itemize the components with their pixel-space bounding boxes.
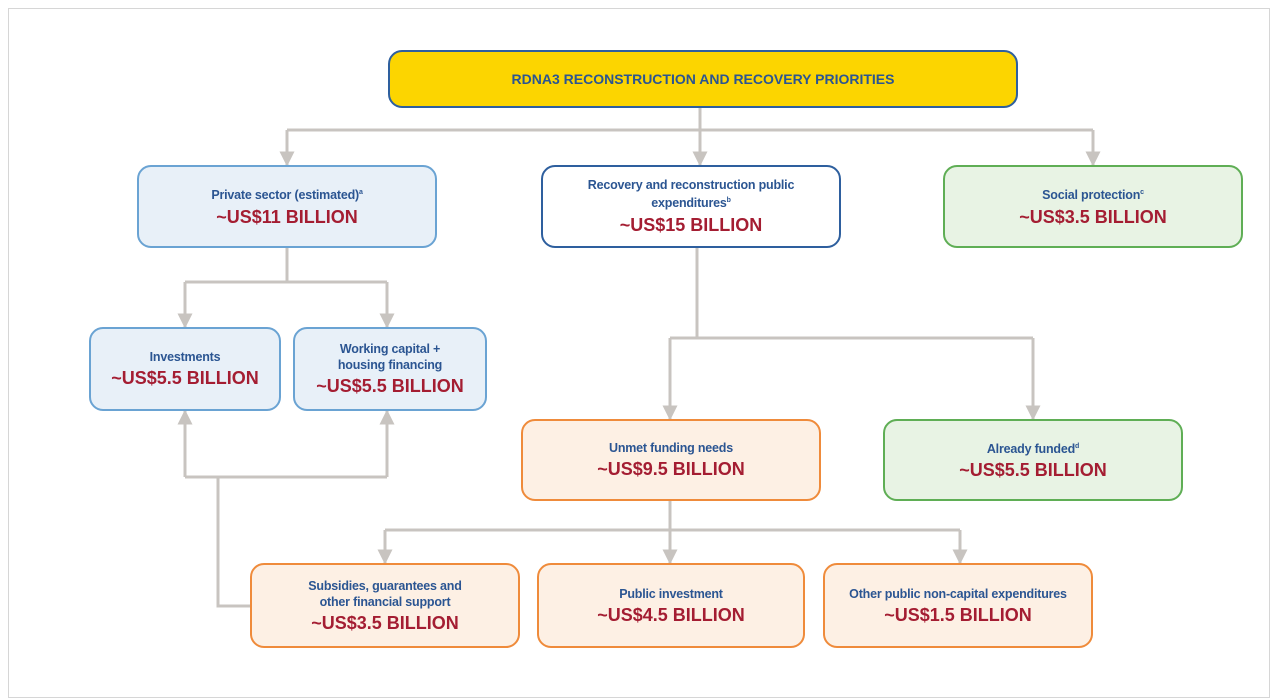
- node-value: ~US$5.5 BILLION: [316, 376, 464, 396]
- node-box: Social protectionc ~US$3.5 BILLION: [943, 165, 1243, 248]
- label-text: Working capital +: [339, 342, 441, 356]
- label-text: Private sector (estimated): [211, 188, 359, 203]
- node-box: Other public non-capital expenditures ~US…: [823, 563, 1093, 648]
- node-value: ~US$4.5 BILLION: [597, 604, 745, 625]
- label-text: housing financing: [337, 358, 443, 372]
- node-label: Investments: [150, 349, 221, 365]
- label-text: other financial support: [319, 594, 451, 609]
- node-box: Recovery and reconstruction public expend…: [541, 165, 841, 248]
- node-value: ~US$1.5 BILLION: [884, 604, 1032, 625]
- title: RDNA3 RECONSTRUCTION AND RECOVERY PRIORI…: [511, 71, 895, 87]
- node-box: Already fundedd ~US$5.5 BILLION: [883, 419, 1183, 501]
- label-text: Unmet funding needs: [609, 441, 733, 455]
- node-label: Public investment: [619, 586, 723, 602]
- node-value: ~US$15 BILLION: [619, 214, 763, 235]
- node-value: ~US$5.5 BILLION: [959, 460, 1107, 481]
- node-box: Subsidies, guarantees and other financial…: [250, 563, 520, 648]
- node-label: Unmet funding needs: [609, 440, 733, 456]
- page: RDNA3 RECONSTRUCTION AND RECOVERY PRIORI…: [8, 8, 1270, 698]
- node-box: Public investment ~US$4.5 BILLION: [537, 563, 805, 648]
- node-label: expendituresb: [651, 193, 731, 211]
- footnote-mark: d: [1075, 442, 1080, 450]
- node-value: ~US$5.5 BILLION: [111, 368, 259, 388]
- label-text: Social protection: [1042, 188, 1141, 203]
- node-value: ~US$9.5 BILLION: [597, 459, 745, 479]
- connectors: [177, 108, 1101, 608]
- node-label: Working capital +: [340, 341, 440, 357]
- node-box: Private sector (estimated)a ~US$11 BILLIO…: [137, 165, 437, 248]
- connector: [385, 501, 960, 532]
- node-label: other financial support: [320, 594, 451, 610]
- connector: [185, 475, 387, 608]
- footnote-mark: a: [358, 189, 363, 197]
- footnote-mark: c: [1140, 189, 1144, 197]
- node-value: ~US$3.5 BILLION: [1019, 206, 1167, 227]
- label-text: Subsidies, guarantees and: [308, 578, 462, 593]
- label-text: Investments: [149, 350, 221, 364]
- node-box: Unmet funding needs ~US$9.5 BILLION: [521, 419, 821, 501]
- node-box: Working capital + housing financing ~US$5.…: [293, 327, 487, 411]
- title-box: RDNA3 RECONSTRUCTION AND RECOVERY PRIORI…: [388, 50, 1018, 108]
- node-box: Investments ~US$5.5 BILLION: [89, 327, 281, 411]
- node-label: Subsidies, guarantees and: [308, 578, 462, 594]
- label-text: Recovery and reconstruction public: [587, 178, 795, 193]
- footnote-mark: b: [726, 197, 731, 205]
- node-value: ~US$3.5 BILLION: [311, 612, 459, 633]
- node-label: Private sector (estimated)a: [211, 185, 363, 203]
- label-text: expenditures: [651, 196, 727, 211]
- node-label: Already fundedd: [987, 439, 1079, 457]
- node-label: Social protectionc: [1042, 185, 1144, 203]
- label-text: Public investment: [619, 586, 723, 601]
- node-label: Other public non-capital expenditures: [849, 586, 1067, 602]
- connector: [670, 248, 1033, 340]
- node-label: Recovery and reconstruction public: [587, 177, 795, 193]
- label-text: Already funded: [986, 442, 1076, 457]
- node-value: ~US$11 BILLION: [216, 206, 358, 227]
- label-text: Other public non-capital expenditures: [849, 586, 1067, 601]
- connector: [185, 248, 387, 284]
- node-label: housing financing: [338, 357, 442, 373]
